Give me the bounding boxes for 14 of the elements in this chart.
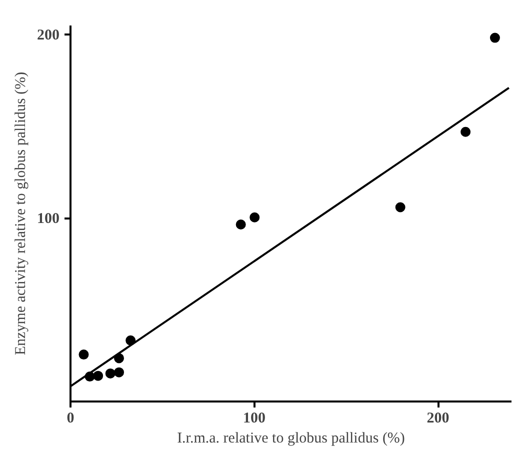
y-axis-title: Enzyme activity relative to globus pallidus (%): [13, 72, 29, 356]
point: [93, 370, 104, 381]
x-tick-label: 200: [426, 410, 450, 426]
point: [250, 212, 260, 222]
point: [490, 32, 500, 43]
point: [236, 220, 246, 230]
point: [105, 368, 116, 378]
point: [114, 367, 124, 378]
point: [78, 350, 89, 360]
x-axis-title: I.r.m.a. relative to globus pallidus (%): [177, 430, 405, 446]
x-tick-label: 0: [66, 410, 74, 426]
point: [460, 126, 471, 137]
x-tick-label: 100: [243, 410, 266, 426]
point: [395, 202, 406, 212]
